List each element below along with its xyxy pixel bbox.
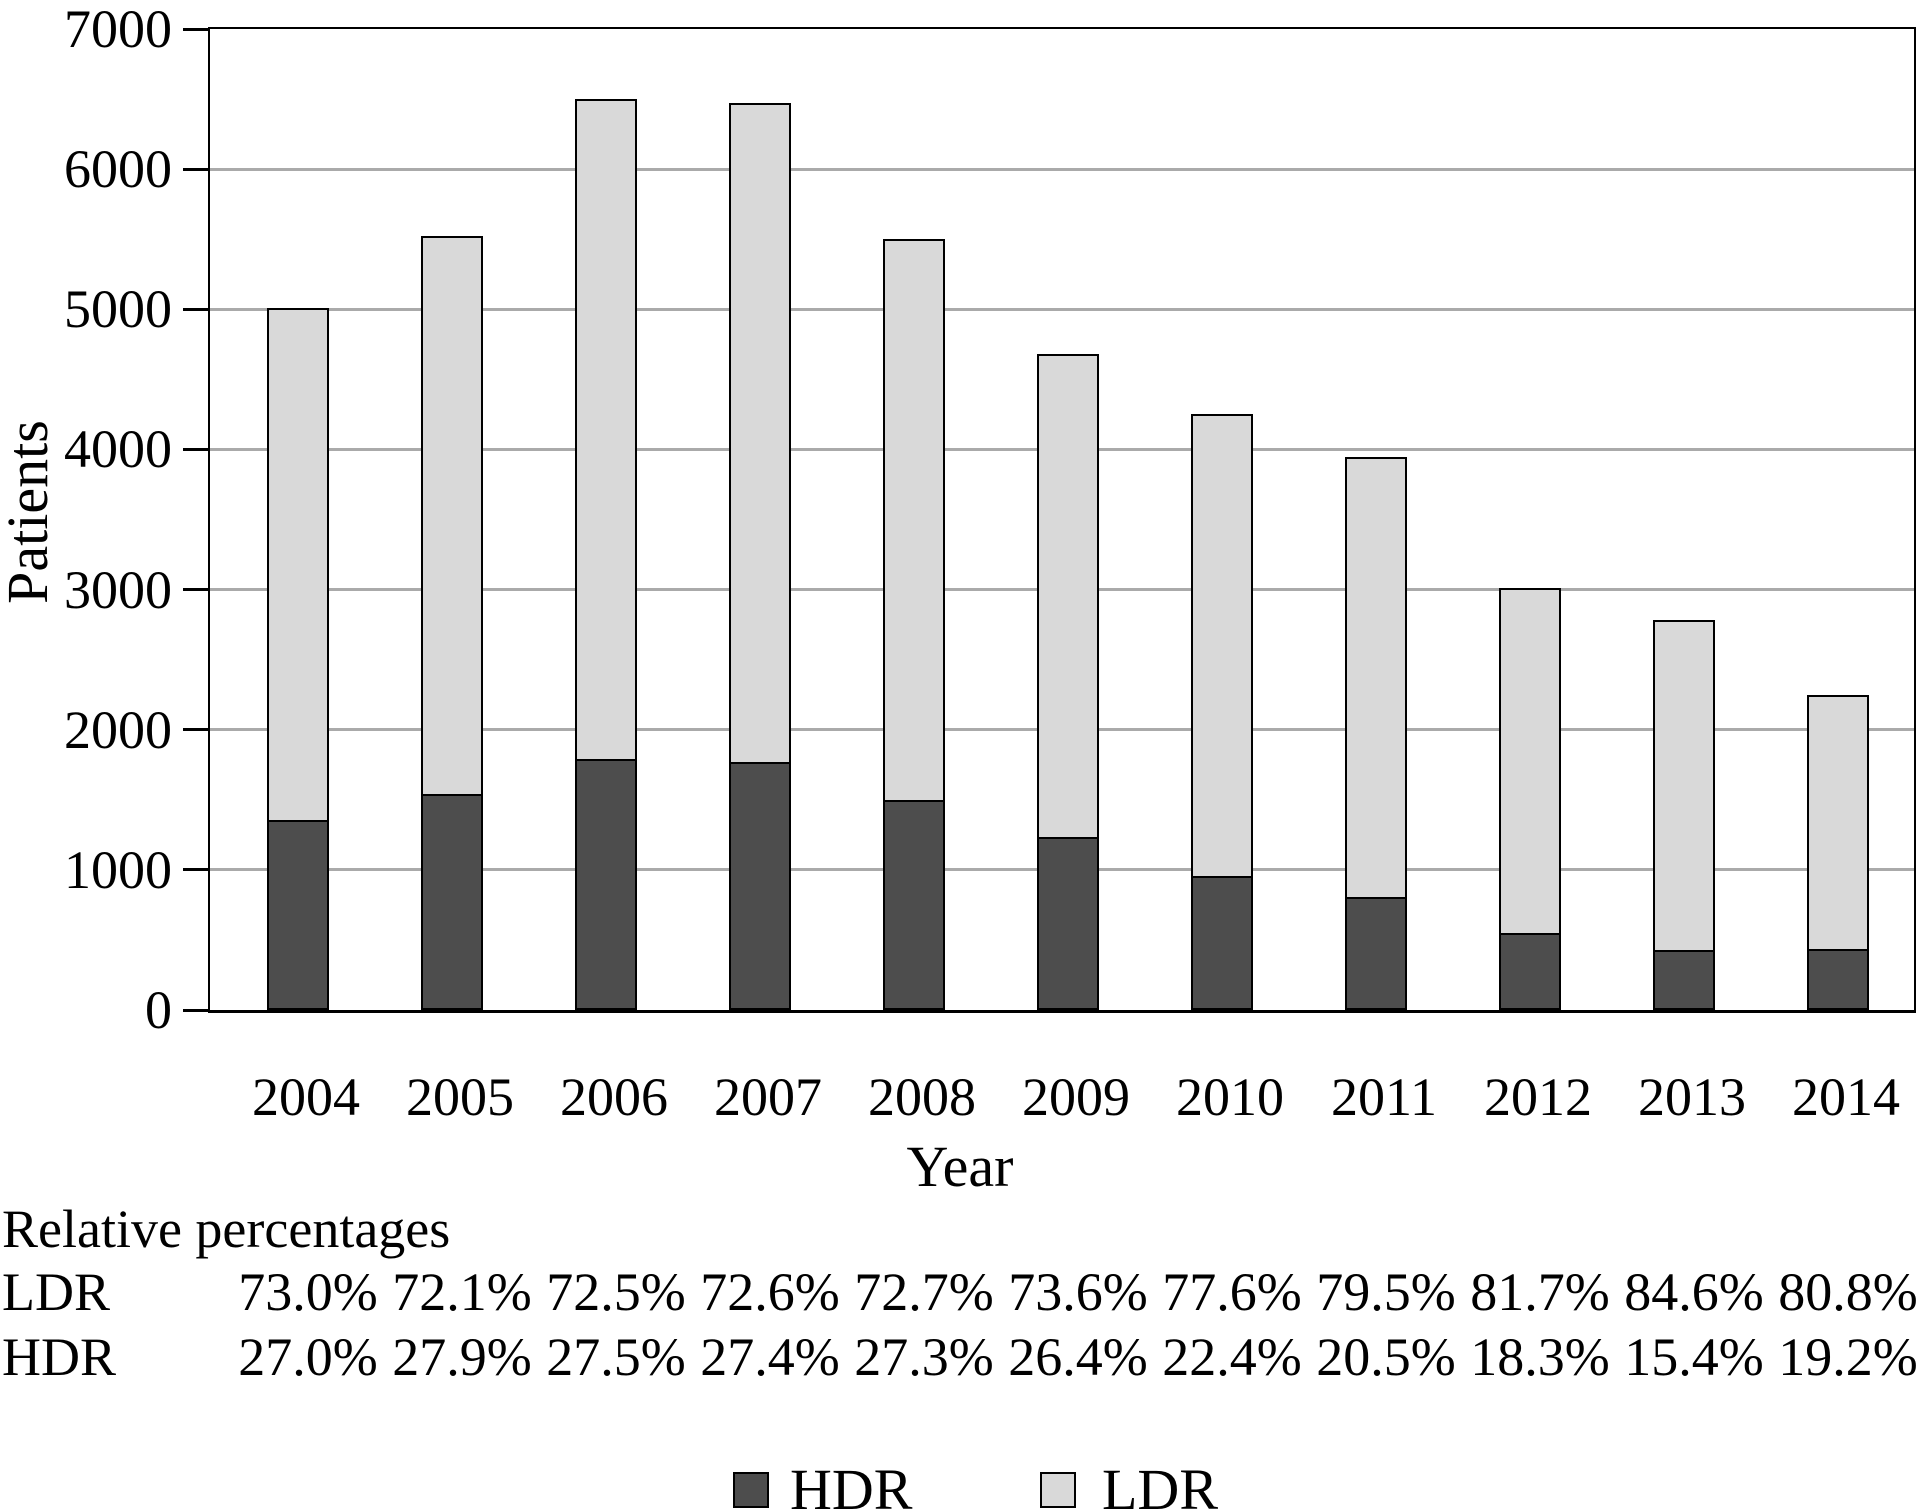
x-axis-title: Year	[906, 1134, 1014, 1199]
percent-cell-ldr-2010: 77.6%	[1162, 1262, 1302, 1322]
percent-row-label-hdr: HDR	[2, 1327, 117, 1387]
y-axis-tick	[183, 307, 209, 311]
y-axis-tick	[183, 1008, 209, 1012]
percent-cell-hdr-2014: 19.2%	[1778, 1327, 1918, 1387]
bar-segment-hdr-2008	[883, 799, 945, 1010]
y-axis-tick	[183, 728, 209, 732]
legend-label-ldr: LDR	[1102, 1457, 1218, 1511]
y-axis-tick	[183, 588, 209, 592]
y-axis-tick	[183, 868, 209, 872]
bar-segment-hdr-2006	[575, 759, 637, 1010]
x-tick-label: 2008	[868, 1067, 976, 1127]
bar-segment-hdr-2014	[1807, 949, 1869, 1010]
y-tick-label: 2000	[64, 699, 172, 760]
percent-block-title: Relative percentages	[2, 1199, 451, 1259]
percent-cell-hdr-2010: 22.4%	[1162, 1327, 1302, 1387]
percent-cell-ldr-2013: 84.6%	[1624, 1262, 1764, 1322]
percent-row-label-ldr: LDR	[2, 1262, 110, 1322]
y-tick-label: 7000	[64, 0, 172, 59]
x-tick-label: 2012	[1484, 1067, 1592, 1127]
percent-cell-hdr-2009: 26.4%	[1008, 1327, 1148, 1387]
y-tick-label: 3000	[64, 559, 172, 620]
gridline	[210, 167, 1914, 171]
bar-segment-hdr-2010	[1191, 876, 1253, 1010]
x-tick-label: 2013	[1638, 1067, 1746, 1127]
percent-cell-hdr-2006: 27.5%	[546, 1327, 686, 1387]
x-tick-label: 2004	[252, 1067, 360, 1127]
percent-cell-hdr-2007: 27.4%	[700, 1327, 840, 1387]
percent-cell-ldr-2009: 73.6%	[1008, 1262, 1148, 1322]
x-tick-label: 2005	[406, 1067, 514, 1127]
y-tick-label: 6000	[64, 139, 172, 200]
bar-segment-hdr-2012	[1499, 932, 1561, 1010]
x-tick-label: 2014	[1792, 1067, 1900, 1127]
y-tick-label: 4000	[64, 419, 172, 480]
y-tick-label: 1000	[64, 839, 172, 900]
y-axis-tick	[183, 447, 209, 451]
percent-cell-ldr-2007: 72.6%	[700, 1262, 840, 1322]
bar-segment-hdr-2005	[421, 794, 483, 1010]
x-tick-label: 2011	[1331, 1067, 1437, 1127]
legend-swatch-hdr	[733, 1472, 769, 1508]
bar-segment-hdr-2009	[1037, 836, 1099, 1010]
bar-segment-ldr-2005	[421, 236, 483, 797]
bar-segment-ldr-2004	[267, 307, 329, 823]
bar-segment-ldr-2014	[1807, 694, 1869, 952]
x-tick-label: 2006	[560, 1067, 668, 1127]
legend-swatch-ldr	[1040, 1472, 1076, 1508]
percent-cell-ldr-2004: 73.0%	[238, 1262, 378, 1322]
percent-cell-ldr-2012: 81.7%	[1470, 1262, 1610, 1322]
percent-cell-hdr-2013: 15.4%	[1624, 1327, 1764, 1387]
y-axis-tick	[183, 27, 209, 31]
bar-segment-ldr-2007	[729, 103, 791, 764]
bar-segment-ldr-2011	[1345, 457, 1407, 899]
percent-cell-ldr-2011: 79.5%	[1316, 1262, 1456, 1322]
bar-segment-ldr-2009	[1037, 354, 1099, 839]
bar-segment-hdr-2007	[729, 761, 791, 1010]
y-tick-label: 0	[145, 980, 172, 1040]
x-tick-label: 2010	[1176, 1067, 1284, 1127]
bar-segment-hdr-2004	[267, 820, 329, 1010]
percent-cell-ldr-2006: 72.5%	[546, 1262, 686, 1322]
percent-cell-hdr-2004: 27.0%	[238, 1327, 378, 1387]
bar-segment-ldr-2010	[1191, 413, 1253, 879]
bar-segment-hdr-2011	[1345, 896, 1407, 1010]
legend-label-hdr: HDR	[790, 1457, 913, 1511]
bar-segment-ldr-2006	[575, 99, 637, 762]
x-tick-label: 2009	[1022, 1067, 1130, 1127]
percent-cell-hdr-2005: 27.9%	[392, 1327, 532, 1387]
percent-cell-ldr-2008: 72.7%	[854, 1262, 994, 1322]
bar-segment-ldr-2013	[1653, 620, 1715, 953]
plot-area	[208, 27, 1916, 1013]
gridline	[210, 307, 1914, 311]
y-axis-tick	[183, 167, 209, 171]
x-tick-label: 2007	[714, 1067, 822, 1127]
y-tick-label: 5000	[64, 279, 172, 340]
percent-cell-hdr-2008: 27.3%	[854, 1327, 994, 1387]
percent-cell-hdr-2011: 20.5%	[1316, 1327, 1456, 1387]
percent-cell-ldr-2014: 80.8%	[1778, 1262, 1918, 1322]
bar-segment-ldr-2008	[883, 239, 945, 802]
percent-cell-hdr-2012: 18.3%	[1470, 1327, 1610, 1387]
bar-segment-ldr-2012	[1499, 588, 1561, 935]
bar-segment-hdr-2013	[1653, 950, 1715, 1010]
percent-cell-ldr-2005: 72.1%	[392, 1262, 532, 1322]
